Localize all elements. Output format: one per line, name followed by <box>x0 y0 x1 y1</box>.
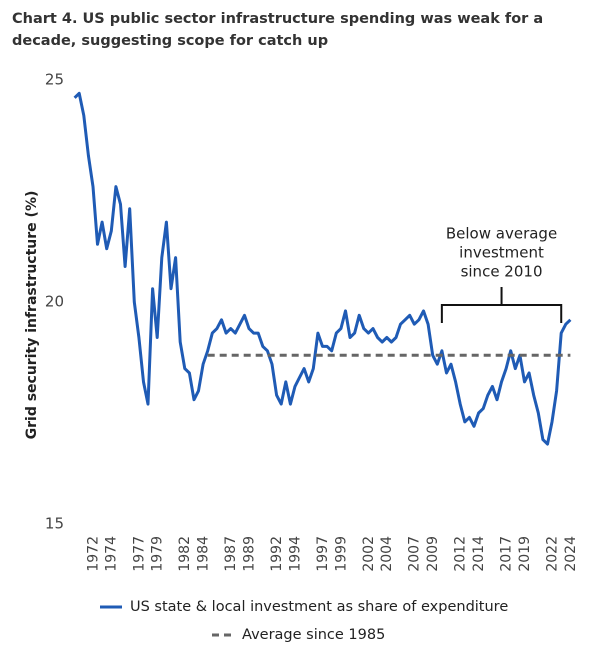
x-tick-label: 2014 <box>471 536 487 572</box>
x-tick-label: 1984 <box>196 536 212 572</box>
x-tick-label: 1987 <box>223 536 239 572</box>
x-tick-label: 2024 <box>563 536 579 572</box>
legend-label: US state & local investment as share of … <box>130 599 508 615</box>
x-tick-label: 2009 <box>425 536 441 572</box>
x-tick-label: 2002 <box>361 536 377 572</box>
x-tick-label: 1979 <box>150 536 166 572</box>
annotation-bracket <box>440 287 563 323</box>
y-axis-label: Grid security infrastructure (%) <box>24 191 40 440</box>
x-tick-label: 1972 <box>85 536 101 572</box>
annotation-text: Below average <box>446 225 557 243</box>
x-tick-label: 1974 <box>104 536 120 572</box>
x-tick-label: 1999 <box>333 536 349 572</box>
x-tick-label: 2007 <box>407 536 423 572</box>
x-tick-label: 1982 <box>177 536 193 572</box>
x-tick-label: 1992 <box>269 536 285 572</box>
y-tick-label: 25 <box>45 71 64 89</box>
y-tick-label: 15 <box>45 515 64 533</box>
x-tick-label: 1977 <box>131 536 147 572</box>
annotation-text: since 2010 <box>461 263 543 281</box>
y-tick-label: 20 <box>45 293 64 311</box>
chart-title: Chart 4. US public sector infrastructure… <box>12 11 544 49</box>
legend-label: Average since 1985 <box>242 627 385 643</box>
x-tick-label: 2004 <box>379 536 395 572</box>
x-tick-label: 1997 <box>315 536 331 572</box>
x-tick-label: 2017 <box>499 536 515 572</box>
x-tick-label: 2022 <box>544 536 560 572</box>
annotation-text: investment <box>459 244 544 262</box>
x-tick-label: 1989 <box>241 536 257 572</box>
x-tick-label: 2019 <box>517 536 533 572</box>
x-tick-label: 1994 <box>287 536 303 572</box>
x-tick-label: 2012 <box>453 536 469 572</box>
series-line <box>73 91 572 446</box>
